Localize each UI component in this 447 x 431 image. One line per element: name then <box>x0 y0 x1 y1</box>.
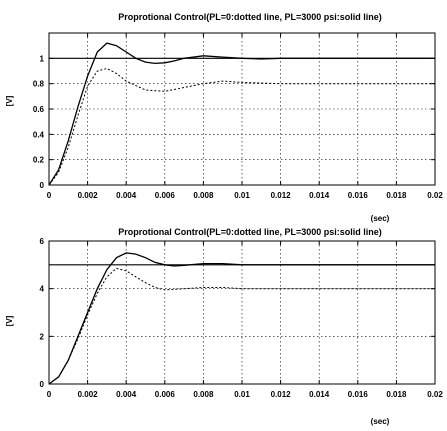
chart-bottom-ylabel: [V] <box>5 315 14 326</box>
chart-top-xtick-label: 0.004 <box>116 191 137 200</box>
chart-top-title: Proprotional Control(PL=0:dotted line, P… <box>118 12 382 22</box>
chart-top-ylabel: [V] <box>5 95 14 106</box>
chart-bottom-xtick-label: 0.02 <box>427 390 443 399</box>
chart-bottom-xtick-label: 0.014 <box>309 390 330 399</box>
chart-top-series-solid <box>48 42 435 186</box>
chart-bottom-ytick-label: 0 <box>40 380 45 389</box>
chart-bottom-series-solid <box>48 252 435 385</box>
chart-bottom-ytick-label: 4 <box>40 285 45 294</box>
chart-top-ytick-label: 0.4 <box>33 130 45 139</box>
chart-top-xtick-label: 0.008 <box>193 191 214 200</box>
chart-bottom-xtick-label: 0.008 <box>193 390 214 399</box>
chart-bottom-xlabel: (sec) <box>371 417 390 426</box>
chart-top-plot-area <box>48 32 436 186</box>
chart-top-xtick-label: 0.012 <box>271 191 292 200</box>
chart-bottom-xtick-label: 0.012 <box>271 390 292 399</box>
chart-top-series-dotted <box>48 67 435 186</box>
chart-top-xtick-label: 0.018 <box>386 191 407 200</box>
chart-top-ytick-label: 0.8 <box>33 80 45 89</box>
chart-bottom-xtick-label: 0.018 <box>386 390 407 399</box>
chart-bottom-ytick-label: 6 <box>40 237 45 246</box>
chart-top: Proprotional Control(PL=0:dotted line, P… <box>5 12 443 223</box>
chart-top-xtick-label: 0 <box>47 191 52 200</box>
chart-bottom-xtick-label: 0.01 <box>234 390 250 399</box>
chart-top-xtick-label: 0.02 <box>427 191 443 200</box>
chart-top-ytick-label: 0.2 <box>33 156 45 165</box>
chart-bottom-xtick-label: 0.016 <box>348 390 369 399</box>
chart-top-xtick-label: 0.016 <box>348 191 369 200</box>
chart-bottom-xtick-label: 0 <box>47 390 52 399</box>
chart-bottom-series-dotted <box>48 267 435 385</box>
chart-bottom-ytick-label: 2 <box>40 332 45 341</box>
chart-bottom-xtick-label: 0.006 <box>155 390 176 399</box>
chart-top-xtick-label: 0.014 <box>309 191 330 200</box>
chart-bottom-xtick-label: 0.002 <box>78 390 99 399</box>
chart-top-ytick-label: 0.6 <box>33 105 45 114</box>
chart-bottom-title: Proprotional Control(PL=0:dotted line, P… <box>118 227 382 237</box>
chart-bottom: Proprotional Control(PL=0:dotted line, P… <box>5 227 443 426</box>
chart-top-ytick-label: 0 <box>40 181 45 190</box>
chart-top-xtick-label: 0.01 <box>234 191 250 200</box>
chart-top-xtick-label: 0.002 <box>78 191 99 200</box>
chart-top-xtick-label: 0.006 <box>155 191 176 200</box>
chart-top-xlabel: (sec) <box>371 214 390 223</box>
chart-top-ytick-label: 1 <box>40 54 45 63</box>
chart-bottom-xtick-label: 0.004 <box>116 390 137 399</box>
chart-bottom-plot-area <box>48 240 436 385</box>
